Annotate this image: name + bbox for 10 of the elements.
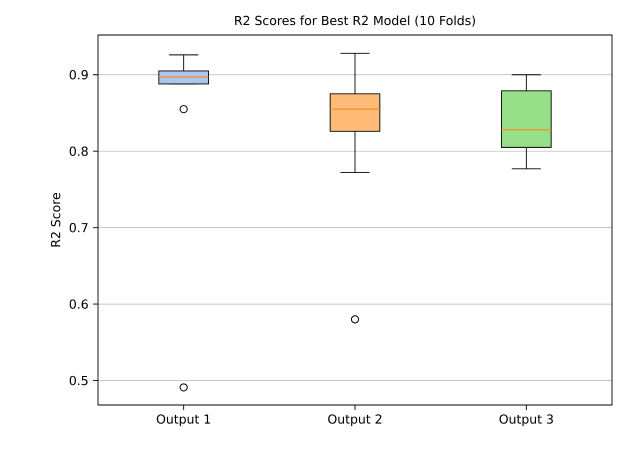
x-tick-label: Output 1 [156,414,210,426]
y-tick-label: 0.9 [70,70,88,80]
y-tick-label: 0.5 [70,376,88,386]
x-tick-label: Output 3 [499,414,553,426]
y-tick-label: 0.6 [70,299,88,309]
y-tick-label: 0.8 [70,146,88,156]
x-tick-label: Output 2 [328,414,382,426]
y-tick-label: 0.7 [70,222,88,232]
y-axis-title: R2 Score [50,192,60,246]
chart-title: R2 Scores for Best R2 Model (10 Folds) [235,16,475,27]
